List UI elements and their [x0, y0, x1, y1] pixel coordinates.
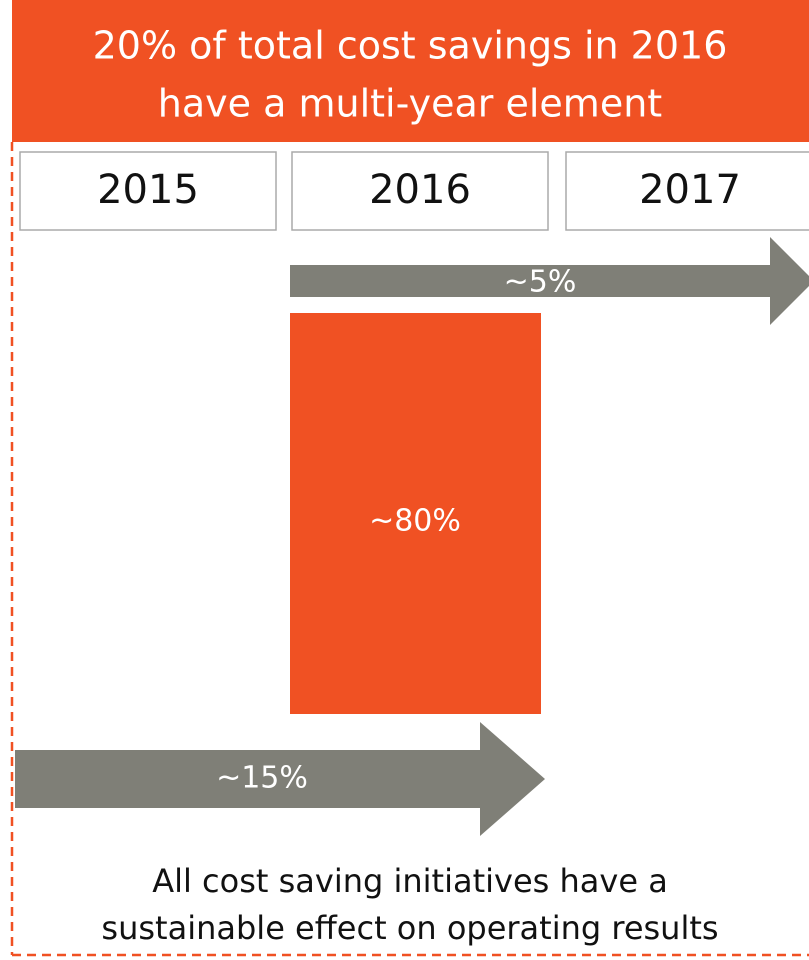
block-label: ~80%: [369, 504, 461, 539]
year-label: 2015: [97, 167, 199, 213]
arrow-label: ~15%: [216, 761, 308, 796]
year-box: [19, 151, 277, 231]
header-title: have a multi-year element: [158, 82, 662, 126]
arrow: [15, 722, 545, 836]
arrow-label: ~5%: [504, 265, 577, 300]
header-banner: [12, 0, 809, 142]
footer-text: All cost saving initiatives have a: [152, 862, 668, 900]
header-title: 20% of total cost savings in 2016: [93, 24, 728, 68]
arrow: [290, 237, 809, 325]
year-label: 2017: [639, 167, 741, 213]
year-box: [565, 151, 809, 231]
year-label: 2016: [369, 167, 471, 213]
year-box: [291, 151, 549, 231]
block: [290, 313, 541, 714]
footer-text: sustainable effect on operating results: [101, 909, 718, 947]
